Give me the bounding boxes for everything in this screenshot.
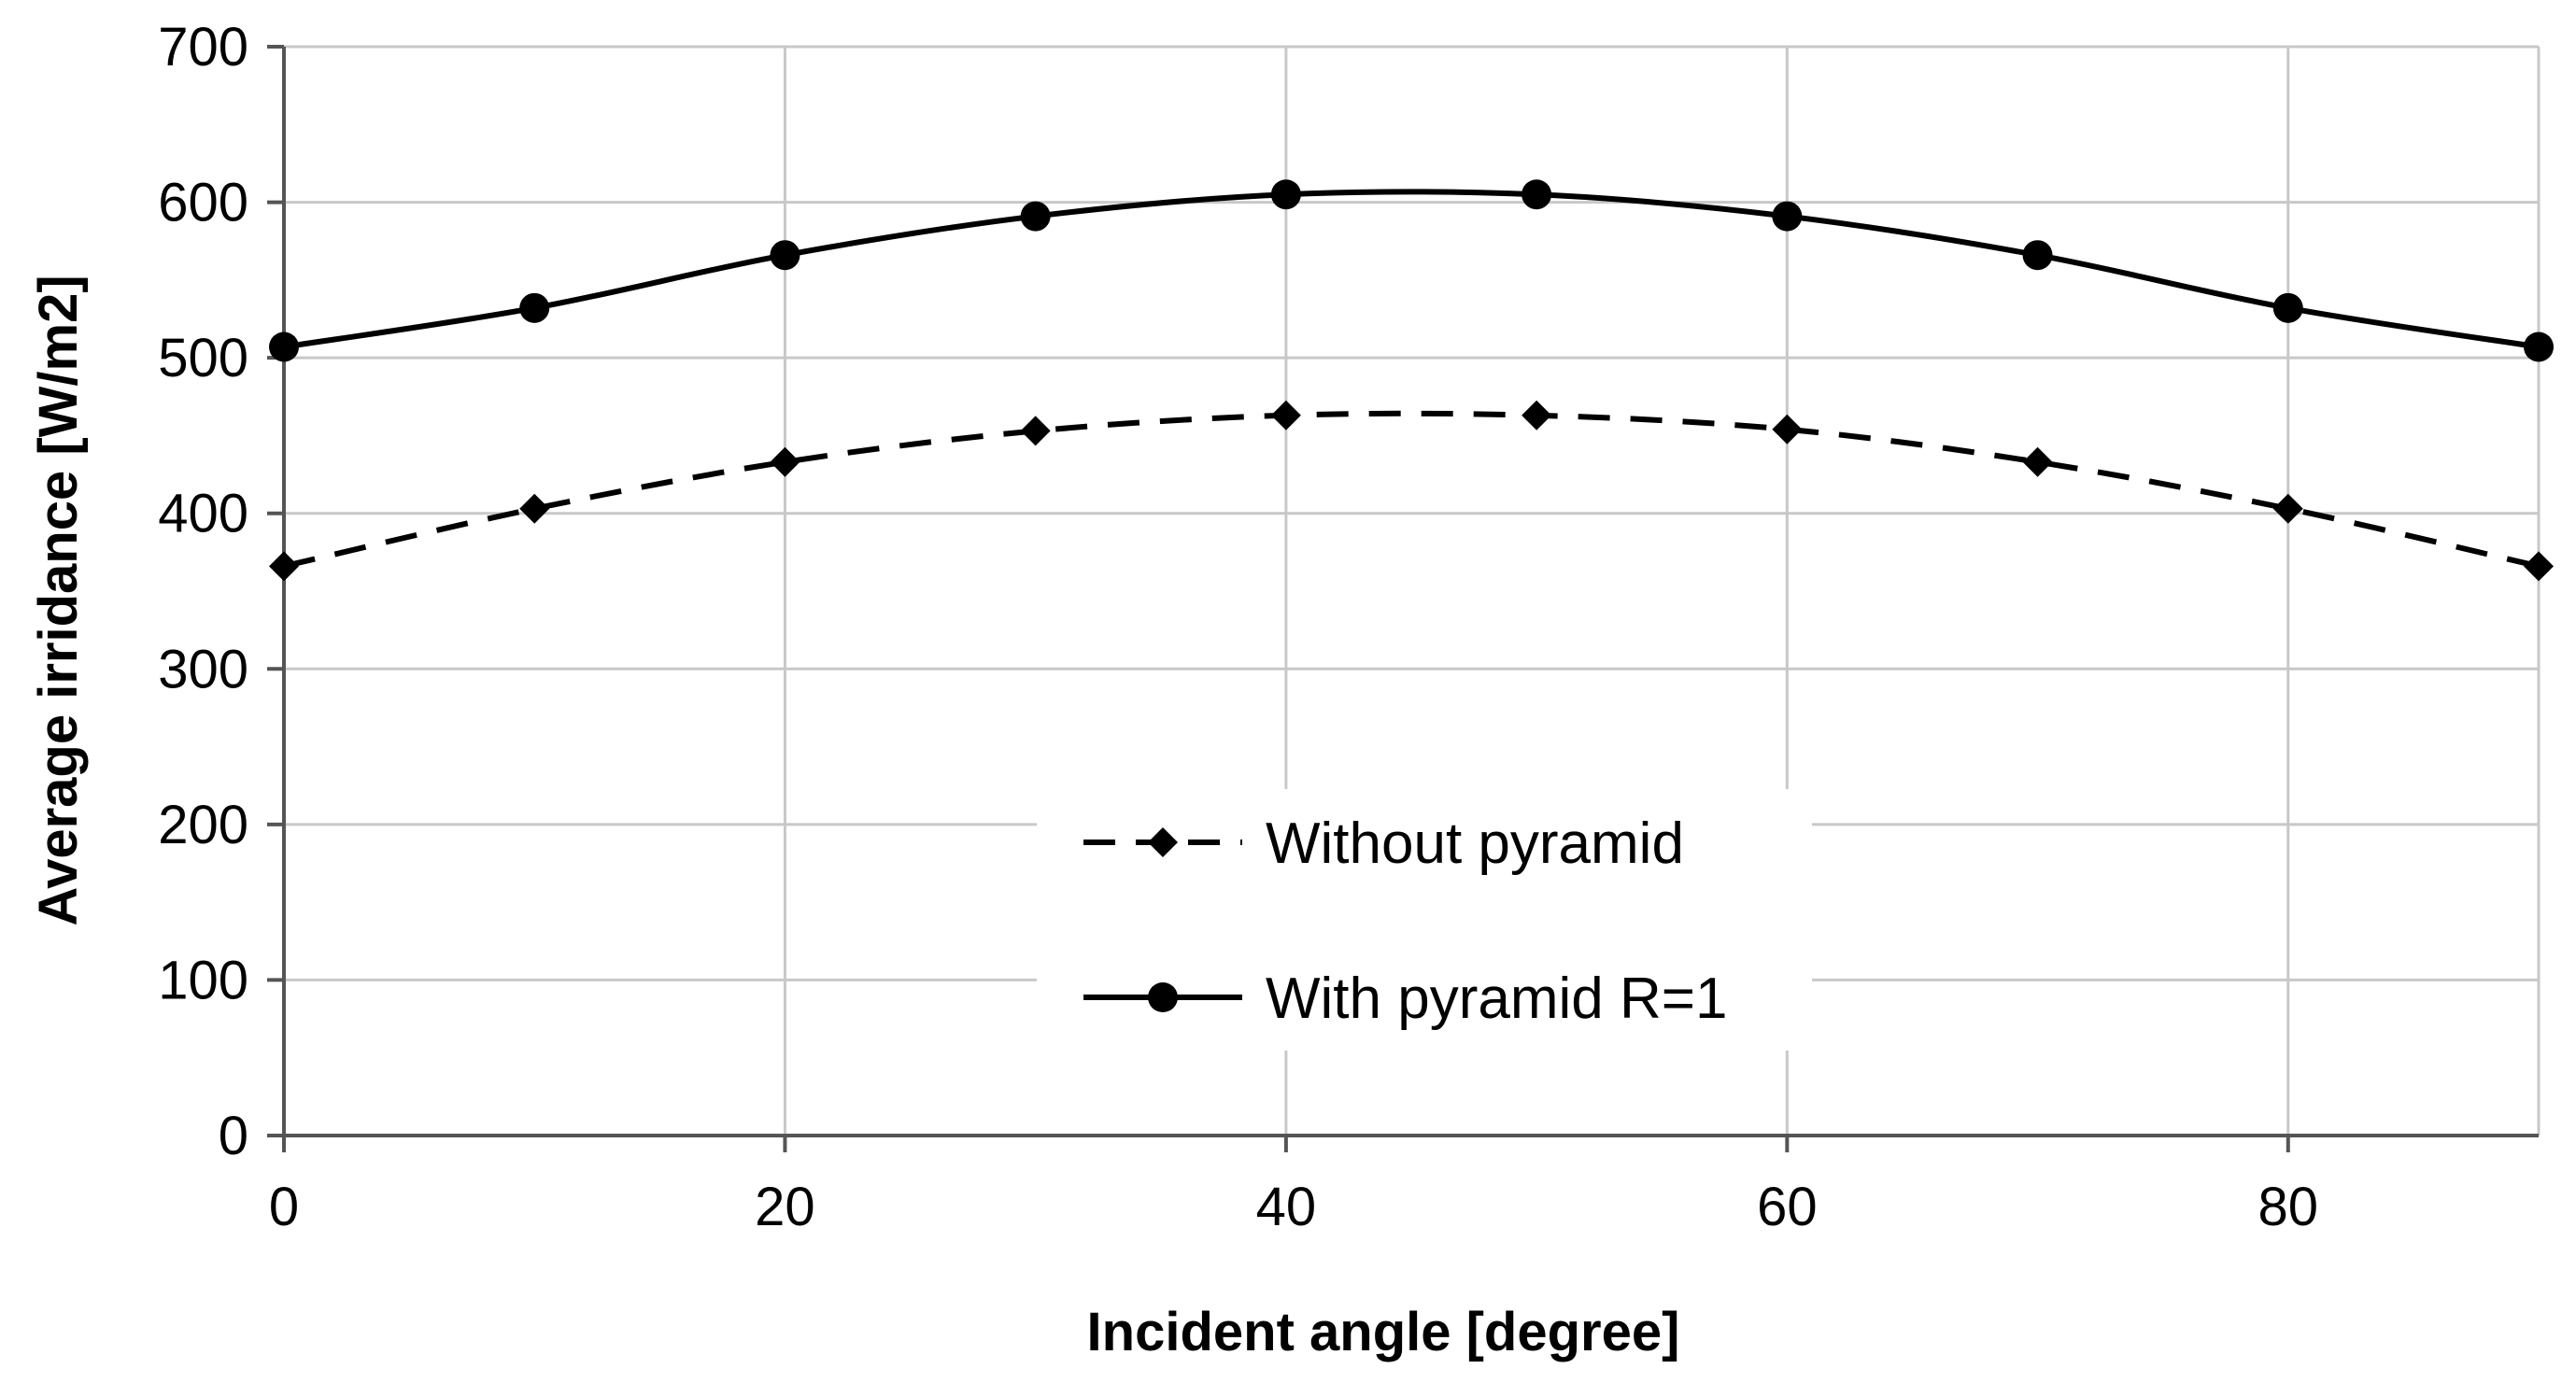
data-point [2524,551,2554,582]
series-layer [269,179,2554,582]
series-line [283,189,2540,350]
data-point [269,551,299,582]
legend-marker [1148,982,1178,1012]
legend-marker [1148,827,1178,857]
data-point [2272,493,2303,524]
data-point [2022,446,2053,477]
x-tick-label: 20 [755,1177,815,1237]
legend-label: With pyramid R=1 [1266,967,1727,1031]
data-point [1270,179,1301,210]
data-point [1020,416,1051,446]
data-point [2022,240,2053,271]
data-point [1522,179,1552,210]
y-tick-label: 600 [158,173,248,233]
y-axis-title: Average irridance [W/m2] [28,275,89,925]
data-point [1772,201,1803,232]
data-point [2272,292,2303,323]
y-tick-label: 400 [158,484,248,544]
y-tick-label: 100 [158,950,248,1010]
data-point [519,493,550,524]
data-point [519,292,550,323]
y-tick-label: 300 [158,639,248,699]
x-axis-title: Incident angle [degree] [1087,1302,1680,1362]
data-point [1020,201,1051,232]
data-point [269,332,299,362]
x-tick-label: 80 [2258,1177,2319,1237]
legend: Without pyramid With pyramid R=1 [1037,789,1812,1051]
x-tick-label: 40 [1256,1177,1317,1237]
y-tick-label: 0 [219,1106,248,1166]
data-point [770,240,800,271]
data-point [2524,332,2554,362]
x-tick-label: 0 [269,1177,299,1237]
legend-label: Without pyramid [1266,811,1684,876]
y-tick-label: 700 [158,17,248,78]
series-with-pyramid [269,179,2554,362]
series-line [283,410,2540,570]
series-without-pyramid [269,400,2554,582]
data-point [1772,414,1803,445]
data-point [1270,400,1301,430]
data-point [770,446,800,477]
x-tick-label: 60 [1757,1177,1818,1237]
axis-labels: Incident angle [degree] Average irridanc… [28,275,1679,1362]
y-tick-label: 200 [158,795,248,855]
y-tick-label: 500 [158,328,248,388]
axes: 0 100 200 300 400 500 600 700 0 20 40 60 80 [158,17,2539,1237]
data-point [1522,400,1552,430]
